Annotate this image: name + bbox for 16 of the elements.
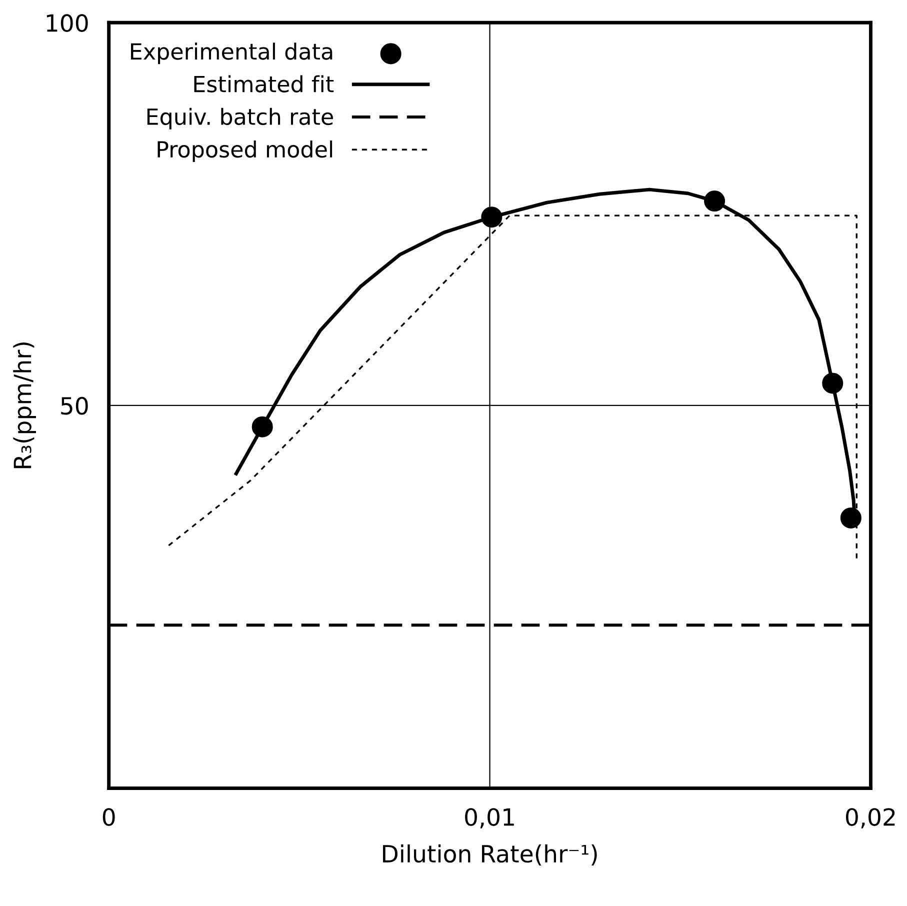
y-tick-label: 100 [46, 14, 88, 32]
point [822, 372, 844, 394]
point [840, 507, 862, 528]
legend-label: Estimated fit [194, 75, 334, 92]
point [704, 190, 726, 212]
y-tick-label: 50 [61, 396, 88, 415]
legend-label: Equiv. batch rate [147, 108, 333, 130]
x-axis-title: Dilution Rate(hr⁻¹) [383, 844, 597, 866]
x-tick-label: 0,01 [465, 808, 514, 828]
point [481, 206, 502, 228]
legend-label: Experimental data [131, 42, 332, 64]
x-tick-label: 0,02 [846, 808, 895, 828]
point [252, 416, 273, 438]
x-tick-label: 0 [102, 808, 115, 826]
legend-label: Proposed model [158, 140, 332, 162]
y-axis-title: R₃(ppm/hr) [13, 342, 36, 468]
